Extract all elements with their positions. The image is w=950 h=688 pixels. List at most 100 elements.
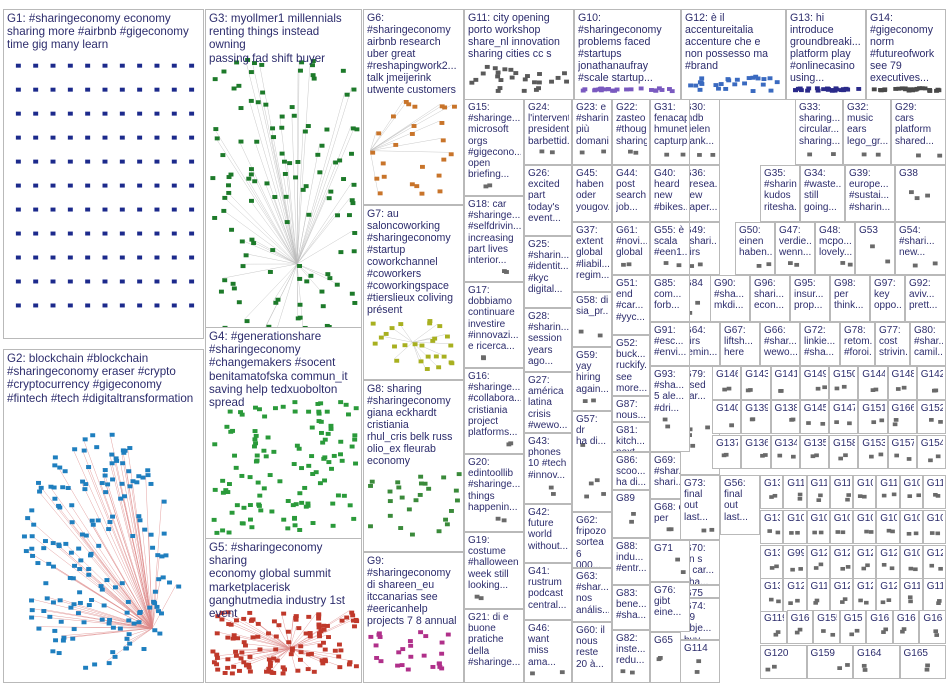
graph-node (906, 457, 911, 461)
graph-node (311, 76, 317, 81)
graph-node (79, 532, 85, 537)
graph-node (502, 67, 508, 72)
graph-node (638, 86, 644, 91)
graph-node (233, 653, 239, 658)
graph-node (432, 336, 438, 341)
graph-node (906, 88, 912, 93)
graph-node (909, 190, 914, 195)
graph-node (882, 562, 887, 567)
graph-node (349, 444, 355, 449)
graph-node (94, 445, 100, 450)
graph-node (834, 87, 840, 92)
graph-node (813, 566, 818, 570)
group-graph (4, 10, 203, 338)
graph-node (690, 443, 696, 448)
graph-node (334, 282, 340, 287)
graph-node (419, 191, 425, 196)
group-panel-g107: G107 (853, 475, 877, 509)
graph-node (426, 486, 432, 491)
group-label: G10: #sharingeconomy problems faced #sta… (578, 12, 662, 84)
graph-node (311, 669, 317, 674)
graph-node (110, 477, 116, 482)
group-label: G132 (764, 513, 780, 524)
graph-node (935, 531, 940, 536)
graph-node (935, 87, 941, 92)
graph-node (390, 114, 396, 119)
graph-node (67, 255, 73, 260)
graph-node (102, 207, 108, 212)
group-label: G41: rustrum podcast central... (528, 566, 567, 611)
graph-node (698, 80, 704, 85)
group-label: G112 (810, 478, 827, 489)
graph-node (50, 541, 56, 546)
graph-node (256, 503, 262, 508)
graph-node (373, 643, 379, 648)
graph-node (374, 655, 380, 660)
graph-node (274, 658, 280, 663)
graph-node (592, 88, 598, 93)
graph-node (910, 88, 916, 93)
group-label: G159 (810, 648, 835, 659)
graph-node (266, 657, 272, 662)
graph-node (398, 322, 404, 327)
graph-node (50, 207, 56, 212)
group-panel-g142: G142 (916, 366, 946, 400)
graph-node (448, 343, 454, 348)
group-label: G8: sharing #sharingeconomy giana eckhar… (367, 383, 453, 467)
graph-node (621, 262, 626, 267)
graph-node (839, 600, 845, 604)
graph-node (378, 659, 384, 664)
graph-node (296, 626, 302, 631)
graph-node (69, 520, 75, 525)
graph-node (697, 262, 703, 267)
group-panel-g59: G59: yay hiring again... (572, 347, 612, 411)
graph-node (908, 566, 913, 571)
graph-node (403, 99, 409, 104)
graph-node (440, 138, 446, 143)
graph-node (788, 418, 794, 422)
graph-node (340, 68, 346, 73)
graph-node (233, 649, 239, 654)
graph-node (631, 511, 636, 516)
group-label: G99 (787, 548, 803, 559)
graph-node (776, 599, 781, 604)
graph-node (821, 629, 826, 633)
group-panel-g89: G89 (612, 490, 650, 538)
graph-node (277, 479, 283, 484)
graph-node (236, 300, 242, 305)
graph-node (229, 510, 235, 515)
graph-node (937, 420, 943, 424)
graph-node (408, 643, 414, 648)
graph-node (31, 522, 37, 527)
group-label: G139 (745, 403, 768, 414)
graph-node (767, 76, 773, 81)
group-label: G79: used car... (684, 369, 706, 403)
graph-node (886, 528, 892, 533)
graph-node (33, 231, 39, 236)
graph-node (142, 527, 148, 532)
graph-node (215, 667, 221, 672)
group-panel-g122: G122 (922, 545, 946, 579)
graph-node (889, 566, 895, 571)
group-panel-g148: G148 (887, 366, 917, 400)
graph-node (83, 482, 89, 487)
group-label: G63: #shar... nos anális... (576, 571, 609, 616)
graph-node (398, 526, 404, 530)
graph-node (427, 321, 433, 326)
graph-node (478, 596, 484, 601)
graph-node (226, 530, 232, 535)
group-panel-g155: G155 (813, 610, 840, 644)
group-label: G129 (833, 548, 850, 559)
graph-node (231, 664, 237, 669)
graph-node (159, 554, 165, 559)
graph-node (798, 567, 804, 571)
graph-node (106, 661, 112, 666)
graph-node (119, 159, 125, 164)
graph-node (421, 653, 427, 658)
graph-node (155, 553, 161, 558)
group-panel-g149: G149 (799, 366, 829, 400)
group-label: G29: cars platform shared... (895, 102, 934, 147)
graph-node (50, 183, 56, 188)
group-label: G135 (803, 438, 826, 449)
graph-node (228, 172, 234, 177)
